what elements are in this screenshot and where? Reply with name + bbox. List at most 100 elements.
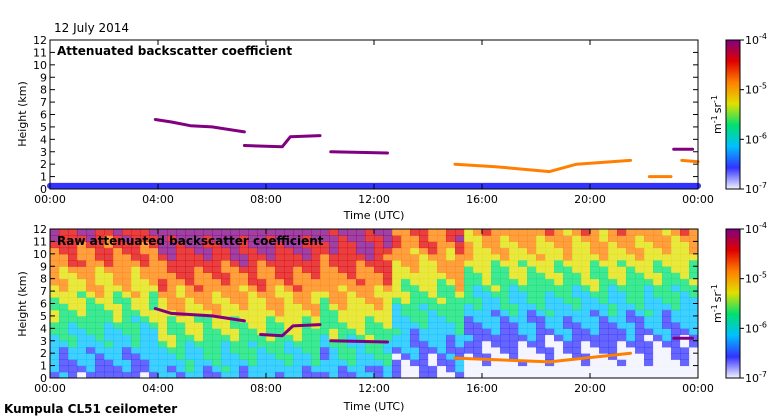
cloud-layer-1 <box>153 118 246 134</box>
noise-cell <box>311 359 321 367</box>
noise-cell <box>635 303 645 311</box>
noise-cell <box>536 284 546 292</box>
noise-cell <box>662 340 672 348</box>
noise-cell <box>365 297 375 304</box>
noise-cell <box>257 309 267 317</box>
noise-cell <box>59 340 69 348</box>
noise-cell <box>50 278 60 286</box>
noise-cell <box>500 365 510 373</box>
noise-cell <box>635 322 645 329</box>
noise-cell <box>347 291 357 298</box>
noise-cell <box>68 359 78 367</box>
noise-cell <box>473 241 483 249</box>
noise-cell <box>437 260 447 267</box>
noise-cell <box>239 284 249 292</box>
noise-cell <box>392 278 402 286</box>
noise-cell <box>374 365 384 373</box>
noise-cell <box>509 322 519 329</box>
noise-cell <box>518 284 528 292</box>
noise-cell <box>455 315 465 323</box>
noise-cell <box>221 365 231 373</box>
noise-cell <box>446 278 456 286</box>
noise-cell <box>608 340 618 348</box>
noise-cell <box>311 272 321 280</box>
noise-cell <box>212 371 222 379</box>
noise-cell <box>644 328 654 336</box>
noise-cell <box>275 247 285 255</box>
noise-cell <box>401 315 411 323</box>
noise-cell <box>149 322 159 329</box>
noise-cell <box>140 253 150 261</box>
noise-cell <box>599 229 609 236</box>
noise-cell <box>545 278 555 286</box>
noise-cell <box>680 272 690 280</box>
noise-cell <box>428 278 438 286</box>
noise-cell <box>167 303 177 311</box>
noise-cell <box>455 260 465 267</box>
noise-cell <box>401 297 411 304</box>
noise-cell <box>113 322 123 329</box>
noise-cell <box>239 309 249 317</box>
noise-cell <box>293 365 303 373</box>
noise-cell <box>212 284 222 292</box>
noise-cell <box>590 365 600 373</box>
noise-cell <box>518 229 528 236</box>
noise-cell <box>365 272 375 280</box>
noise-cell <box>374 241 384 249</box>
noise-cell <box>653 241 663 249</box>
noise-cell <box>149 334 159 342</box>
noise-cell <box>248 309 258 317</box>
noise-cell <box>221 260 231 267</box>
noise-cell <box>140 322 150 329</box>
noise-cell <box>482 322 492 329</box>
colorbar-tick-exponent: -6 <box>759 320 767 329</box>
noise-cell <box>77 334 87 342</box>
colorbar-unit: m-1sr-1 <box>710 95 724 134</box>
noise-cell <box>158 346 168 354</box>
noise-cell <box>590 303 600 311</box>
noise-cell <box>536 247 546 255</box>
noise-cell <box>284 241 294 249</box>
noise-cell <box>572 309 582 317</box>
noise-cell <box>104 229 114 236</box>
noise-cell <box>671 272 681 280</box>
noise-cell <box>140 241 150 249</box>
x-tick-label: 00:00 <box>682 193 714 206</box>
noise-cell <box>608 303 618 311</box>
colorbar-tick-label: 10-5 <box>745 82 767 97</box>
noise-cell <box>563 309 573 317</box>
noise-cell <box>194 278 204 286</box>
noise-cell <box>572 247 582 255</box>
noise-cell <box>50 253 60 261</box>
noise-cell <box>95 278 105 286</box>
noise-cell <box>77 303 87 311</box>
noise-cell <box>266 284 276 292</box>
noise-cell <box>338 334 348 342</box>
noise-cell <box>95 303 105 311</box>
noise-cell <box>257 241 267 249</box>
noise-cell <box>446 334 456 342</box>
noise-cell <box>86 309 96 317</box>
noise-cell <box>275 309 285 317</box>
noise-cell <box>464 278 474 286</box>
noise-cell <box>536 328 546 336</box>
noise-cell <box>95 247 105 255</box>
noise-cell <box>113 241 123 249</box>
noise-cell <box>95 340 105 348</box>
noise-cell <box>95 353 105 360</box>
noise-cell <box>383 253 393 261</box>
noise-cell <box>437 266 447 273</box>
noise-cell <box>428 303 438 311</box>
noise-cell <box>410 247 420 255</box>
noise-cell <box>590 253 600 261</box>
noise-cell <box>464 328 474 336</box>
noise-cell <box>257 340 267 348</box>
noise-cell <box>509 241 519 249</box>
noise-cell <box>77 365 87 373</box>
noise-cell <box>518 334 528 342</box>
noise-cell <box>122 371 132 379</box>
noise-cell <box>122 247 132 255</box>
noise-cell <box>545 328 555 336</box>
noise-cell <box>608 266 618 273</box>
noise-cell <box>401 309 411 317</box>
